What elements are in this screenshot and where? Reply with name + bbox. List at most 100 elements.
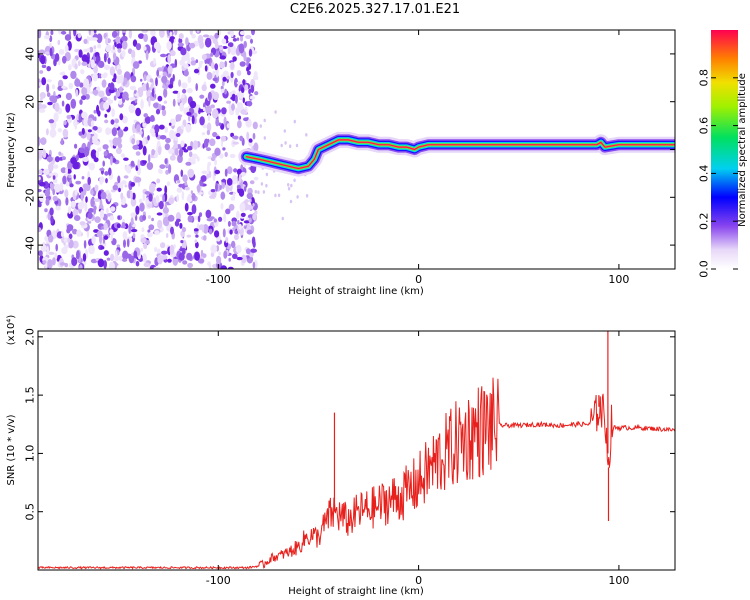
noise-speck [143, 33, 149, 43]
colorbar-ticks: 0.0 0.2 0.4 0.6 0.8 [698, 69, 738, 278]
noise-speck [111, 158, 117, 163]
x-tick-label: 100 [608, 574, 629, 587]
noise-speck [93, 45, 97, 50]
noise-speck [244, 84, 249, 91]
noise-speck [106, 257, 111, 261]
noise-speck [100, 191, 107, 200]
noise-speck [62, 128, 69, 138]
noise-speck [117, 48, 122, 53]
noise-speck [151, 88, 155, 98]
noise-speck [214, 159, 218, 166]
x-tick-label: 100 [608, 273, 629, 286]
noise-speck [117, 68, 122, 75]
noise-speck [220, 202, 224, 210]
noise-speck [251, 30, 255, 36]
noise-speck [117, 215, 121, 220]
noise-speck [153, 266, 161, 269]
noise-speck [76, 250, 80, 260]
noise-speck [210, 189, 216, 193]
noise-speck [205, 209, 212, 219]
y-tick-label: 0.5 [24, 503, 37, 520]
noise-speck [240, 172, 246, 177]
noise-speck [147, 203, 153, 208]
noise-speck [142, 137, 147, 147]
noise-speck [230, 30, 234, 38]
noise-speck [117, 129, 124, 138]
noise-speck [224, 168, 228, 177]
noise-speck [46, 83, 50, 93]
noise-speck [234, 94, 238, 104]
noise-speck [197, 258, 205, 264]
noise-speck [110, 206, 116, 212]
noise-speck [148, 193, 153, 202]
noise-speck [81, 95, 87, 101]
noise-speck [148, 97, 151, 107]
noise-speck [234, 230, 239, 235]
noise-speck [200, 249, 204, 256]
noise-speck [202, 124, 208, 129]
noise-speck [162, 85, 167, 89]
noise-speck [107, 128, 114, 134]
noise-speck [103, 235, 109, 240]
colorbar-label: Normalized spectral amplitude [737, 73, 748, 227]
noise-speck [190, 60, 197, 66]
noise-speck [70, 157, 77, 165]
noise-speck [68, 174, 72, 179]
noise-speck [196, 30, 200, 33]
noise-speck [252, 213, 257, 221]
noise-speck [253, 176, 259, 181]
noise-speck [141, 30, 149, 33]
noise-speck [215, 118, 220, 127]
noise-speck [130, 217, 134, 226]
noise-speck [115, 90, 121, 97]
noise-speck [74, 122, 78, 130]
noise-speck [119, 113, 124, 121]
noise-speck [102, 144, 109, 150]
noise-speck [76, 229, 82, 237]
noise-speck [186, 87, 193, 94]
noise-speck [38, 108, 46, 113]
noise-speck [130, 228, 138, 233]
noise-speck [231, 103, 235, 111]
noise-speck [75, 89, 79, 97]
noise-speck [202, 106, 206, 112]
noise-speck [207, 91, 212, 101]
noise-speck [239, 36, 244, 42]
noise-speck [41, 77, 47, 86]
noise-speck [260, 182, 264, 186]
noise-speck [243, 220, 250, 224]
noise-speck [79, 99, 83, 105]
noise-speck [113, 95, 117, 101]
noise-speck [248, 138, 253, 143]
snr-y-ticks: 0.5 1.0 1.5 2.0 [24, 328, 675, 520]
noise-speck [249, 95, 256, 100]
noise-speck [206, 71, 213, 80]
noise-speck [100, 73, 104, 78]
noise-speck [143, 113, 148, 118]
noise-speck [138, 33, 145, 39]
noise-speck [90, 188, 94, 195]
noise-speck [140, 247, 144, 252]
noise-speck [181, 190, 185, 201]
noise-speck [40, 244, 47, 252]
noise-speck [42, 260, 47, 264]
noise-speck [142, 193, 146, 202]
noise-speck [52, 175, 56, 180]
noise-speck [113, 123, 119, 129]
noise-speck [208, 170, 212, 179]
noise-speck [214, 63, 219, 71]
noise-speck [169, 50, 176, 57]
noise-speck [216, 255, 222, 265]
noise-speck [149, 128, 155, 135]
spectrogram-y-label: Frequency (Hz) [6, 112, 17, 188]
noise-speck [246, 131, 250, 141]
noise-speck [231, 175, 238, 185]
noise-speck [90, 149, 97, 160]
noise-speck [70, 98, 77, 109]
noise-speck [80, 69, 85, 75]
noise-speck [102, 160, 105, 167]
noise-speck [110, 253, 115, 262]
noise-speck [210, 244, 217, 254]
noise-speck [105, 36, 109, 45]
noise-speck [283, 129, 286, 133]
